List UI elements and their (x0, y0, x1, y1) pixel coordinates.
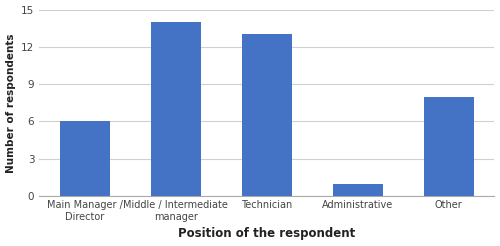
Bar (60, 122, 110, 196)
Bar (151, 22, 201, 196)
Bar (333, 184, 383, 196)
Bar (424, 97, 474, 196)
X-axis label: Position of the respondent: Position of the respondent (178, 228, 356, 240)
Bar (242, 34, 292, 196)
Y-axis label: Number of respondents: Number of respondents (6, 33, 16, 173)
